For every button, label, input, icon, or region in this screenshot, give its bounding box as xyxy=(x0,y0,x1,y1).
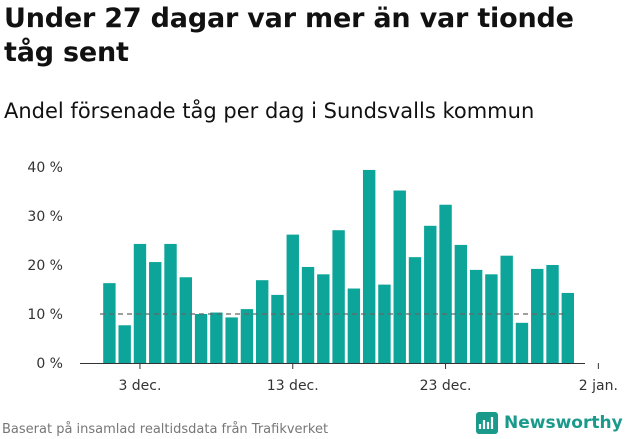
bar[interactable] xyxy=(133,243,147,363)
bar[interactable] xyxy=(301,266,315,363)
y-tick-label: 20 % xyxy=(27,258,63,274)
bar[interactable] xyxy=(240,309,254,363)
y-tick-label: 0 % xyxy=(36,356,63,372)
x-tick-label: 2 jan. xyxy=(579,378,618,394)
newsworthy-chart-logo-icon xyxy=(476,412,498,434)
x-tick-label: 23 dec. xyxy=(420,378,472,394)
bar[interactable] xyxy=(103,283,116,363)
bar[interactable] xyxy=(271,294,284,363)
bar[interactable] xyxy=(179,277,192,363)
bar[interactable] xyxy=(210,312,223,363)
brand-logo[interactable]: Newsworthy xyxy=(476,410,623,436)
bar[interactable] xyxy=(332,230,345,363)
bar[interactable] xyxy=(149,262,162,363)
y-axis-ticks: 0 % 10 % 20 % 30 % 40 % xyxy=(27,160,63,372)
chart-title: Under 27 dagar var mer än var tionde tåg… xyxy=(4,3,574,68)
x-axis-ticks: 3 dec. 13 dec. 23 dec. 2 jan. xyxy=(118,363,618,394)
x-tick-label: 3 dec. xyxy=(118,378,161,394)
bar[interactable] xyxy=(317,274,330,363)
brand-name: Newsworthy xyxy=(504,413,623,433)
bar[interactable] xyxy=(225,317,238,363)
x-tick-label: 13 dec. xyxy=(267,378,319,394)
bar[interactable] xyxy=(347,288,361,363)
bar-chart: 0 % 10 % 20 % 30 % 40 % 3 dec. 13 dec. 23 dec.… xyxy=(27,160,618,394)
y-tick-label: 10 % xyxy=(27,307,63,323)
bar[interactable] xyxy=(500,255,513,363)
bar[interactable] xyxy=(515,322,529,363)
bar[interactable] xyxy=(118,325,131,363)
bar[interactable] xyxy=(424,225,437,363)
bar[interactable] xyxy=(561,292,574,363)
bar[interactable] xyxy=(194,314,208,363)
bar[interactable] xyxy=(531,268,544,363)
bar[interactable] xyxy=(362,169,376,363)
y-tick-label: 40 % xyxy=(27,160,63,176)
bar[interactable] xyxy=(393,190,406,363)
bars xyxy=(103,169,574,363)
bar[interactable] xyxy=(164,243,177,363)
source-note: Baserat på insamlad realtidsdata från Tr… xyxy=(2,422,329,437)
bar[interactable] xyxy=(378,284,391,363)
bar[interactable] xyxy=(408,257,422,363)
chart-subtitle: Andel försenade tåg per dag i Sundsvalls… xyxy=(4,99,535,123)
bar[interactable] xyxy=(439,204,452,363)
bar[interactable] xyxy=(286,234,299,363)
bar[interactable] xyxy=(485,274,498,363)
bar[interactable] xyxy=(454,244,468,363)
bar[interactable] xyxy=(256,280,269,363)
y-tick-label: 30 % xyxy=(27,209,63,225)
bar[interactable] xyxy=(469,269,483,363)
